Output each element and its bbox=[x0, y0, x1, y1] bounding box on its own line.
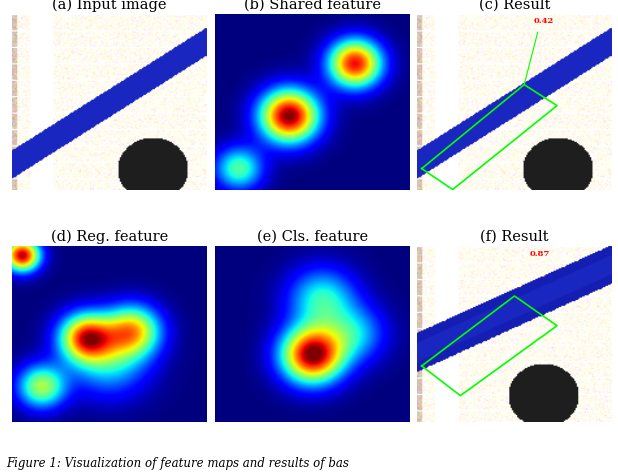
Text: Figure 1: Visualization of feature maps and results of bas: Figure 1: Visualization of feature maps … bbox=[6, 456, 349, 470]
Text: 0.42: 0.42 bbox=[534, 17, 554, 25]
Text: 0.87: 0.87 bbox=[530, 250, 551, 258]
Title: (e) Cls. feature: (e) Cls. feature bbox=[256, 230, 368, 244]
Title: (c) Result: (c) Result bbox=[479, 0, 550, 12]
Title: (f) Result: (f) Result bbox=[480, 230, 549, 244]
Title: (a) Input image: (a) Input image bbox=[53, 0, 167, 12]
Title: (b) Shared feature: (b) Shared feature bbox=[243, 0, 381, 12]
Title: (d) Reg. feature: (d) Reg. feature bbox=[51, 229, 168, 244]
